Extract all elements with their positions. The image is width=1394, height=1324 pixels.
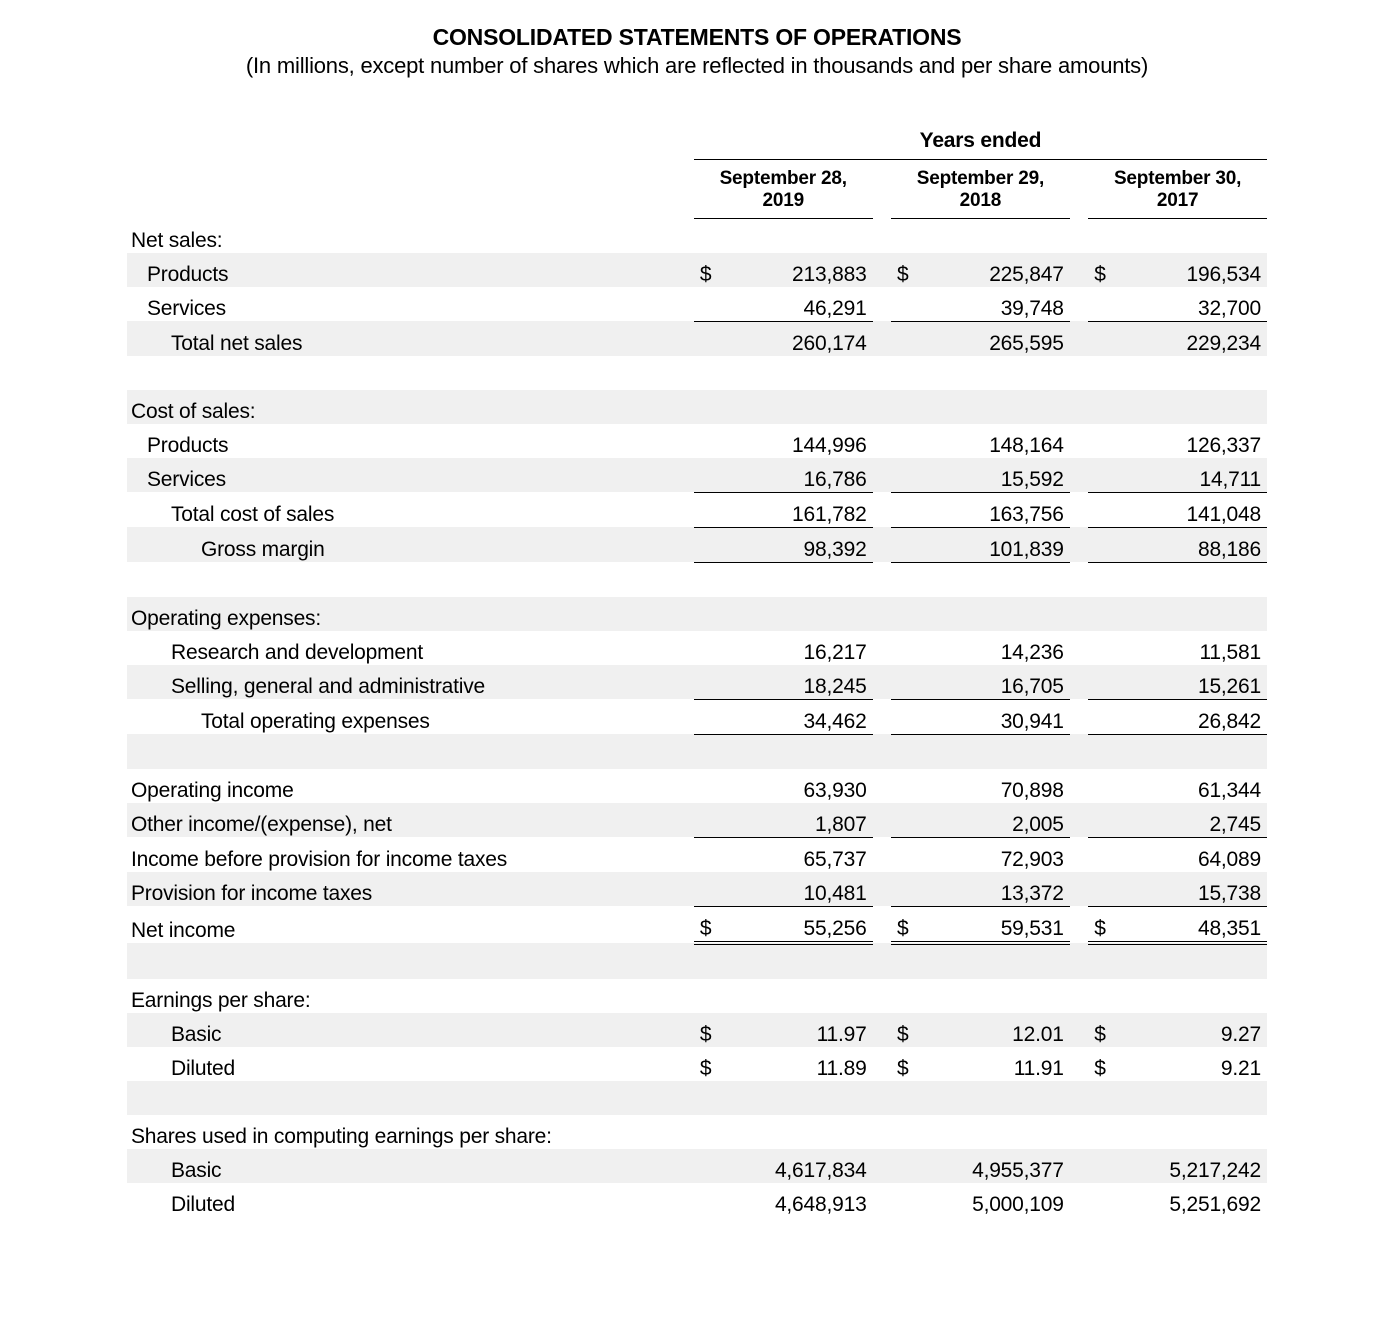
row-rnd: Research and development 16,217 14,236 1… — [127, 631, 1267, 665]
row-sga: Selling, general and administrative 18,2… — [127, 665, 1267, 700]
row-total-opex: Total operating expenses 34,462 30,941 2… — [127, 699, 1267, 734]
financial-table: Years ended September 28, 2019 September… — [127, 129, 1267, 1217]
spacer-row — [127, 1081, 1267, 1115]
row-cos-products: Products 144,996 148,164 126,337 — [127, 424, 1267, 458]
spacer-row — [127, 562, 1267, 597]
row-cos-header: Cost of sales: — [127, 390, 1267, 424]
row-gross-margin: Gross margin 98,392 101,839 88,186 — [127, 527, 1267, 562]
col-header-2019: September 28, 2019 — [694, 160, 873, 219]
row-shares-basic: Basic 4,617,834 4,955,377 5,217,242 — [127, 1149, 1267, 1183]
spacer-row — [127, 734, 1267, 769]
page-title: CONSOLIDATED STATEMENTS OF OPERATIONS — [127, 24, 1267, 51]
row-net-sales-products: Products $ 213,883 $ 225,847 $ 196,534 — [127, 253, 1267, 287]
statement-container: CONSOLIDATED STATEMENTS OF OPERATIONS (I… — [127, 24, 1267, 1217]
years-ended-row: Years ended — [127, 129, 1267, 160]
page-subtitle: (In millions, except number of shares wh… — [127, 53, 1267, 79]
row-shares-header: Shares used in computing earnings per sh… — [127, 1115, 1267, 1149]
row-net-income: Net income $ 55,256 $ 59,531 $ 48,351 — [127, 906, 1267, 943]
row-income-before-tax: Income before provision for income taxes… — [127, 837, 1267, 872]
col-header-2018: September 29, 2018 — [891, 160, 1070, 219]
row-total-cos: Total cost of sales 161,782 163,756 141,… — [127, 492, 1267, 527]
row-cos-services: Services 16,786 15,592 14,711 — [127, 458, 1267, 493]
row-total-net-sales: Total net sales 260,174 265,595 229,234 — [127, 321, 1267, 356]
row-net-sales-services: Services 46,291 39,748 32,700 — [127, 287, 1267, 322]
row-shares-diluted: Diluted 4,648,913 5,000,109 5,251,692 — [127, 1183, 1267, 1217]
row-eps-header: Earnings per share: — [127, 979, 1267, 1013]
col-header-2017: September 30, 2017 — [1088, 160, 1267, 219]
row-provision-tax: Provision for income taxes 10,481 13,372… — [127, 872, 1267, 907]
row-eps-diluted: Diluted $ 11.89 $ 11.91 $ 9.21 — [127, 1047, 1267, 1081]
row-eps-basic: Basic $ 11.97 $ 12.01 $ 9.27 — [127, 1013, 1267, 1047]
row-net-sales-header: Net sales: — [127, 218, 1267, 253]
row-operating-income: Operating income 63,930 70,898 61,344 — [127, 769, 1267, 803]
row-opex-header: Operating expenses: — [127, 597, 1267, 631]
spacer-row — [127, 943, 1267, 979]
column-header-row: September 28, 2019 September 29, 2018 Se… — [127, 160, 1267, 219]
row-other-income: Other income/(expense), net 1,807 2,005 … — [127, 803, 1267, 838]
spacer-row — [127, 356, 1267, 390]
years-ended-label: Years ended — [694, 129, 1267, 160]
